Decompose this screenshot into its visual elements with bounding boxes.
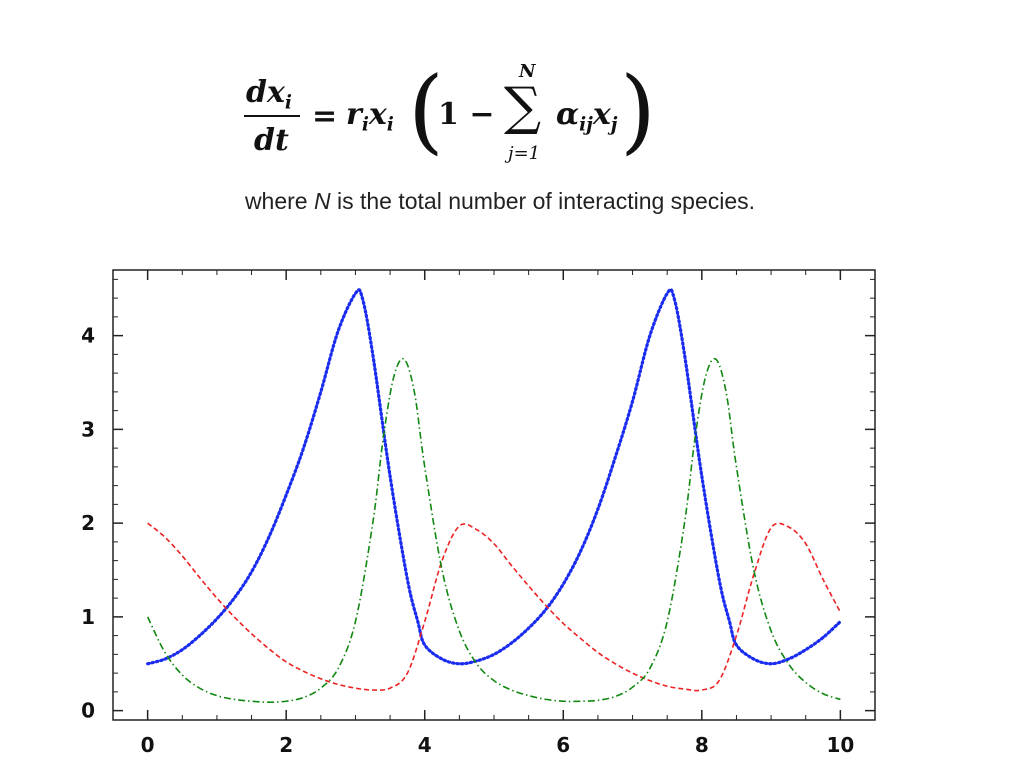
eq-interaction-term: αijxj — [556, 97, 618, 136]
fraction-bar — [244, 115, 300, 117]
caption-before: where — [244, 188, 314, 214]
eq-growth-term: rixi — [346, 97, 394, 136]
x-tick-label: 6 — [556, 733, 570, 757]
eq-lhs-denominator: dt — [254, 123, 289, 158]
series-layer — [146, 287, 842, 703]
eq-lhs-numerator: dxi — [246, 75, 292, 114]
caption-variable: N — [313, 188, 331, 214]
caption: where N is the total number of interacti… — [0, 188, 1000, 215]
y-tick-label: 0 — [81, 699, 95, 723]
x-tick-label: 10 — [826, 733, 854, 757]
eq-sum-upper: N — [519, 61, 536, 82]
plot-frame — [112, 269, 876, 721]
series-line-1 — [146, 287, 842, 666]
y-tick-label: 4 — [81, 324, 95, 348]
series-line-3 — [146, 357, 841, 703]
eq-equals: = — [312, 99, 338, 134]
x-tick-label: 0 — [141, 733, 155, 757]
y-tick-label: 3 — [81, 417, 95, 441]
eq-open-paren: ( — [408, 57, 444, 164]
y-tick-label: 2 — [81, 511, 95, 535]
series-line-2 — [147, 522, 842, 692]
eq-close-paren: ) — [620, 57, 656, 164]
x-tick-label: 4 — [418, 733, 432, 757]
y-tick-label: 1 — [81, 605, 95, 629]
equation: dxi dt = rixi ( 1 − N ∑ j=1 αijxj ) — [240, 55, 660, 175]
eq-sum-lower: j=1 — [508, 143, 541, 164]
x-tick-label: 2 — [279, 733, 293, 757]
axis-ticks: 0 2 4 6 8 10 0 1 2 3 4 — [81, 270, 875, 757]
eq-one-minus: 1 − — [438, 97, 495, 132]
x-tick-label: 8 — [695, 733, 709, 757]
eq-sum-symbol: ∑ — [504, 77, 542, 137]
caption-after: is the total number of interacting speci… — [330, 188, 756, 214]
